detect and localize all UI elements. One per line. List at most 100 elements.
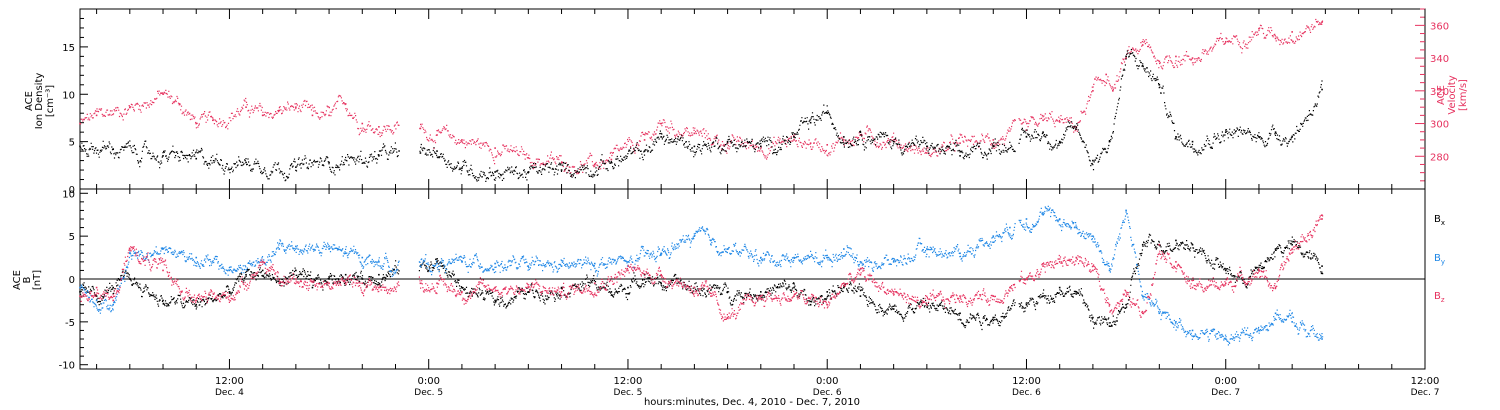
x-tick-date-label: Dec. 5 [414,388,443,398]
data-point [826,144,829,146]
data-point [859,295,862,297]
data-point [527,286,530,289]
data-point [892,291,895,293]
data-point [1058,140,1061,143]
data-point [1321,265,1323,267]
data-point [560,162,563,164]
time-axis-title: hours:minutes, Dec. 4, 2010 - Dec. 7, 20… [644,397,860,408]
data-point [643,150,646,152]
top-left-axis-label: ACE Ion Density [cm⁻³] [24,73,56,130]
data-point [1075,126,1078,129]
data-point [1058,261,1061,263]
data-point [593,282,596,285]
data-point [693,132,696,135]
data-point [494,299,496,302]
data-point [1191,140,1194,143]
legend-by: By [1434,253,1445,266]
data-point [1092,159,1094,162]
data-point [195,157,198,160]
x-tick-date-label: Dec. 7 [1411,388,1440,398]
data-point [361,278,364,280]
data-point [693,145,696,148]
data-point [1224,40,1227,43]
data-point [1141,295,1144,297]
data-point [892,261,895,263]
data-point [461,286,463,289]
top-left-axis-ticks: 0 5 10 15 [62,17,88,196]
data-point [926,145,928,148]
data-point [1042,131,1044,133]
data-point [809,303,812,306]
data-point [328,161,330,164]
data-point [1175,55,1177,58]
data-point [693,286,696,289]
x-tick-date-label: Dec. 5 [614,388,643,398]
data-point [826,112,829,115]
data-point [112,299,115,302]
top-ylabel-line-2: Ion Density [34,73,45,130]
data-point [610,291,613,293]
data-point [378,126,380,128]
data-point [1191,57,1194,59]
data-point [95,299,98,302]
data-point [959,295,961,297]
data-point [419,127,422,130]
x-tick-label: 12:00 [614,376,643,387]
data-point [95,286,98,289]
data-point [1224,338,1227,340]
data-point [809,142,812,144]
data-point [726,140,729,143]
data-point [992,139,995,141]
data-point [494,147,496,149]
data-point [560,291,563,293]
data-point [992,316,995,319]
bottom-ylabel-line-3: [nT] [32,270,43,290]
data-point [461,167,463,169]
data-point [1274,312,1277,315]
data-point [1274,248,1277,250]
data-point [1042,295,1044,297]
y-tick-label: 360 [1430,21,1449,32]
data-point [1025,218,1028,220]
data-point [959,252,961,255]
data-point [760,256,762,259]
data-point [129,252,131,255]
data-point [436,282,438,285]
data-point [610,158,613,161]
y-tick-label: 320 [1430,87,1449,98]
data-point [527,265,530,267]
data-point [1042,265,1044,267]
data-point [1291,243,1293,246]
data-point [278,248,281,250]
data-point [1191,329,1194,332]
data-point [361,282,364,285]
data-point [295,245,297,248]
data-point [892,139,895,141]
top-right-axis-ticks: 280 300 320 340 360 [1415,8,1449,182]
data-point [1321,21,1323,23]
data-point [1158,60,1161,63]
data-point [1025,129,1028,131]
data-point [1175,239,1177,242]
data-point [1191,286,1194,289]
data-point [926,303,928,306]
x-tick-label: 0:00 [1215,376,1237,387]
data-point [859,273,862,276]
x-tick-label: 12:00 [1411,376,1440,387]
data-point [295,278,297,280]
data-point [859,131,862,133]
data-point [461,139,463,141]
data-point [328,278,330,280]
data-point [1092,269,1094,272]
y-tick-label: 5 [69,138,75,149]
data-point [1075,291,1078,293]
data-point [1224,131,1227,133]
data-point [295,106,297,108]
data-point [295,166,297,169]
data-point [245,161,247,164]
top-panel-data [79,18,1324,182]
x-tick-label: 12:00 [215,376,244,387]
y-tick-label: 0 [69,275,75,286]
data-point [79,291,81,293]
data-point [660,136,662,138]
